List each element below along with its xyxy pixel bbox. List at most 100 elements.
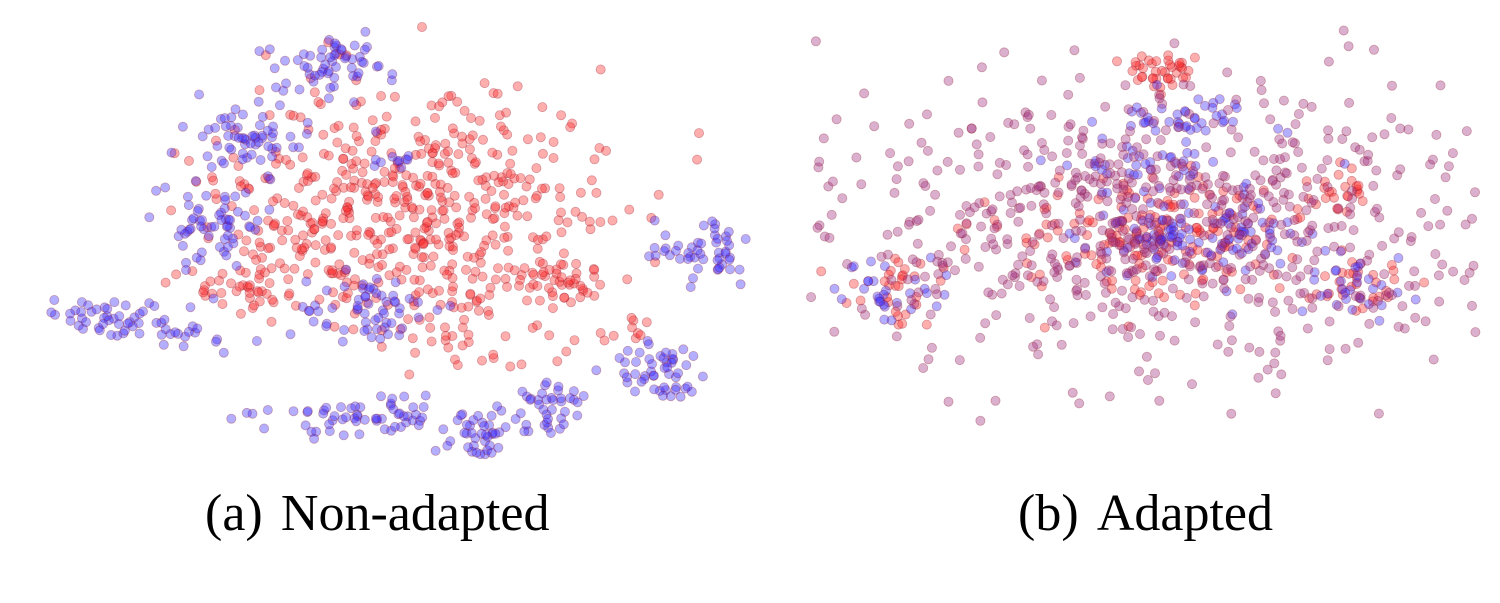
scatter-point <box>341 277 352 288</box>
scatter-point <box>489 170 500 181</box>
scatter-point <box>1124 168 1135 179</box>
scatter-point <box>349 175 360 186</box>
scatter-point <box>1149 264 1160 275</box>
scatter-point <box>77 313 88 324</box>
scatter-point <box>290 300 301 311</box>
scatter-point <box>170 327 181 338</box>
scatter-point <box>1131 226 1142 237</box>
scatter-point <box>267 143 278 154</box>
scatter-point <box>160 182 171 193</box>
scatter-point <box>522 211 533 222</box>
scatter-point <box>1079 188 1090 199</box>
scatter-point <box>841 297 852 308</box>
scatter-point <box>707 216 718 227</box>
scatter-point <box>1175 213 1186 224</box>
scatter-point <box>664 250 675 261</box>
scatter-point <box>476 355 487 366</box>
scatter-point <box>630 369 641 380</box>
scatter-point <box>671 382 682 393</box>
scatter-point <box>346 403 357 414</box>
scatter-point <box>548 136 559 147</box>
scatter-point <box>420 190 431 201</box>
scatter-point <box>578 285 589 296</box>
scatter-point <box>445 300 456 311</box>
scatter-point <box>1150 212 1161 223</box>
scatter-point <box>1151 79 1162 90</box>
scatter-point <box>73 320 84 331</box>
scatter-point <box>1299 287 1310 298</box>
scatter-point <box>933 269 944 280</box>
scatter-point <box>206 221 217 232</box>
scatter-point <box>1223 346 1234 357</box>
scatter-point <box>325 52 336 63</box>
scatter-point <box>435 299 446 310</box>
scatter-point <box>464 191 475 202</box>
scatter-point <box>1467 300 1478 311</box>
scatter-point <box>1359 156 1370 167</box>
scatter-point <box>1157 98 1168 109</box>
scatter-point <box>1196 265 1207 276</box>
scatter-point <box>441 269 452 280</box>
scatter-point <box>298 49 309 60</box>
scatter-point <box>1222 264 1233 275</box>
scatter-point <box>379 176 390 187</box>
scatter-point <box>517 386 528 397</box>
scatter-point <box>425 234 436 245</box>
scatter-point <box>332 268 343 279</box>
scatter-point <box>375 391 386 402</box>
scatter-point <box>1216 243 1227 254</box>
scatter-point <box>1330 265 1341 276</box>
scatter-point <box>78 323 89 334</box>
scatter-point <box>1114 301 1125 312</box>
scatter-point <box>1237 209 1248 220</box>
scatter-point <box>194 215 205 226</box>
scatter-point <box>1218 186 1229 197</box>
scatter-point <box>827 176 838 187</box>
scatter-point <box>1268 269 1279 280</box>
scatter-point <box>526 393 537 404</box>
scatter-point <box>1149 368 1160 379</box>
scatter-point <box>882 229 893 240</box>
scatter-point <box>369 160 380 171</box>
scatter-point <box>385 400 396 411</box>
scatter-point <box>215 207 226 218</box>
scatter-point <box>186 214 197 225</box>
scatter-point <box>1159 67 1170 78</box>
scatter-point <box>376 124 387 135</box>
scatter-point <box>1296 162 1307 173</box>
scatter-point <box>1329 241 1340 252</box>
scatter-point <box>409 300 420 311</box>
scatter-point <box>394 163 405 174</box>
scatter-point <box>233 229 244 240</box>
scatter-point <box>1176 184 1187 195</box>
scatter-point <box>1079 170 1090 181</box>
scatter-point <box>226 112 237 123</box>
scatter-point <box>575 187 586 198</box>
scatter-point <box>151 317 162 328</box>
scatter-point <box>567 118 578 129</box>
scatter-point <box>1147 186 1158 197</box>
scatter-point <box>447 281 458 292</box>
scatter-point <box>298 176 309 187</box>
scatter-point <box>339 267 350 278</box>
scatter-point <box>1064 228 1075 239</box>
scatter-point <box>686 386 697 397</box>
scatter-point <box>262 404 273 415</box>
scatter-point <box>218 347 229 358</box>
scatter-point <box>1250 234 1261 245</box>
scatter-point <box>675 391 686 402</box>
scatter-point <box>1278 187 1289 198</box>
scatter-point <box>1319 182 1330 193</box>
scatter-point <box>1420 316 1431 327</box>
scatter-point <box>228 238 239 249</box>
scatter-point <box>906 295 917 306</box>
scatter-point <box>1213 205 1224 216</box>
scatter-point <box>829 283 840 294</box>
scatter-point <box>1222 67 1233 78</box>
scatter-point <box>1419 277 1430 288</box>
scatter-point <box>1459 274 1470 285</box>
scatter-point <box>288 142 299 153</box>
scatter-point <box>1347 304 1358 315</box>
scatter-point <box>1248 200 1259 211</box>
scatter-point <box>297 230 308 241</box>
